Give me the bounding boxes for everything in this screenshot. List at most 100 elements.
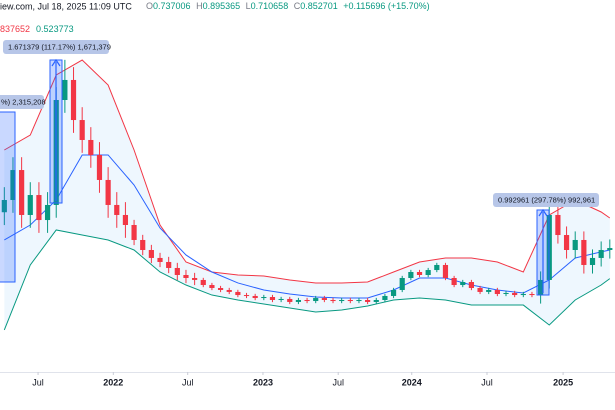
candle-body: [589, 257, 596, 265]
candle-body: [148, 249, 154, 258]
candle-body: [44, 204, 51, 221]
ohlc-key: O: [146, 1, 153, 11]
candle-body: [287, 298, 293, 302]
candle-body: [451, 277, 457, 286]
candle-body: [304, 299, 310, 302]
x-tick-label: Jul: [481, 377, 493, 387]
band-fill: [4, 60, 610, 330]
candle-body: [122, 214, 129, 225]
candle-body: [200, 279, 206, 286]
measure-label: %) 2,315,208: [1, 97, 46, 106]
ohlc-key: H: [196, 1, 203, 11]
band-values: 837652 0.523773: [0, 24, 74, 34]
legend-header: iew.com, Jul 18, 2025 11:09 UTC O0.73700…: [0, 1, 430, 34]
candle-body: [538, 279, 544, 296]
candle-body: [408, 272, 414, 278]
measure-arrowhead: [538, 208, 548, 217]
candle-body: [581, 239, 587, 265]
candle-body: [390, 289, 397, 296]
candle-body: [555, 214, 561, 236]
candle-body: [382, 295, 388, 300]
x-tick-label: 2023: [253, 377, 273, 387]
candle-body: [494, 289, 500, 295]
band-value: 837652: [0, 24, 30, 34]
candle-body: [10, 170, 16, 200]
ohlc-text: O0.737006 H0.895365 L0.710658 C0.852701 …: [146, 1, 430, 11]
candle-body: [520, 294, 526, 296]
candle-body: [563, 235, 570, 250]
candle-body: [70, 79, 77, 121]
candle-body: [468, 282, 475, 289]
band-line: [4, 59, 611, 284]
source-text: iew.com, Jul 18, 2025 11:09 UTC: [0, 1, 132, 11]
candle-body: [131, 224, 137, 240]
candle-body: [356, 299, 362, 302]
ohlc-value: 0.852701: [300, 1, 338, 11]
candle-body: [416, 272, 423, 275]
band-value: 0.523773: [36, 24, 74, 34]
x-tick-label: Jul: [182, 377, 194, 387]
candle-body: [174, 267, 180, 275]
candle-body: [512, 292, 518, 296]
candle-body: [261, 297, 267, 299]
candle-body: [607, 248, 613, 250]
candle-body: [278, 298, 284, 300]
x-tick-label: Jul: [332, 377, 344, 387]
candle-body: [19, 170, 25, 215]
candle-body: [140, 239, 146, 250]
candle-body: [295, 299, 302, 302]
ohlc-key: C: [294, 1, 301, 11]
candle-body: [235, 291, 241, 296]
candle-body: [321, 298, 327, 300]
candle-body: [477, 288, 483, 292]
candle-body: [217, 288, 224, 290]
candle-body: [209, 285, 215, 289]
candle-body: [529, 294, 535, 296]
candle-body: [434, 264, 440, 271]
candle-body: [365, 299, 371, 302]
band-line: [3, 229, 611, 331]
x-tick-label: Jul: [32, 377, 44, 387]
measure-box: [0, 111, 16, 283]
candle-body: [88, 139, 94, 155]
candle-body: [1, 199, 7, 213]
measure-arrowhead: [51, 58, 61, 67]
candle-body: [36, 195, 42, 221]
candle-body: [330, 299, 336, 302]
candle-body: [373, 299, 379, 302]
candle-body: [183, 274, 189, 278]
x-tick-label: 2022: [103, 377, 123, 387]
candle-body: [157, 257, 163, 262]
candle-body: [460, 282, 466, 286]
ohlc-value: 0.737006: [153, 1, 191, 11]
candle-body: [572, 239, 578, 250]
candle-body: [486, 289, 492, 292]
candle-body: [243, 295, 250, 297]
candle-body: [166, 261, 172, 268]
candle-body: [62, 79, 68, 100]
candle-body: [269, 297, 276, 300]
candle-body: [96, 154, 103, 180]
measure-label: 0.992961 (297.78%) 992,961: [498, 195, 595, 204]
candle-body: [226, 289, 232, 292]
candle-body: [79, 120, 85, 140]
candle-body: [252, 295, 258, 299]
x-tick-label: 2025: [553, 377, 573, 387]
ohlc-key: L: [246, 1, 251, 11]
candle-body: [114, 204, 120, 215]
measure-label-box: [0, 95, 44, 109]
measure-label: 1.671379 (117.17%) 1,671,379: [8, 42, 111, 51]
candle-body: [339, 299, 345, 302]
candle-body: [399, 277, 405, 290]
candle-body: [425, 270, 431, 275]
ohlc-change: +0.115696 (+15.70%): [343, 1, 429, 11]
candle-body: [442, 264, 449, 278]
measure-label-box: [493, 193, 599, 207]
candle-body: [192, 277, 198, 280]
ohlc-value: 0.710658: [251, 1, 289, 11]
candle-body: [105, 179, 111, 205]
candle-body: [598, 249, 604, 258]
candle-body: [347, 299, 353, 302]
measure-label-box: [3, 40, 109, 54]
